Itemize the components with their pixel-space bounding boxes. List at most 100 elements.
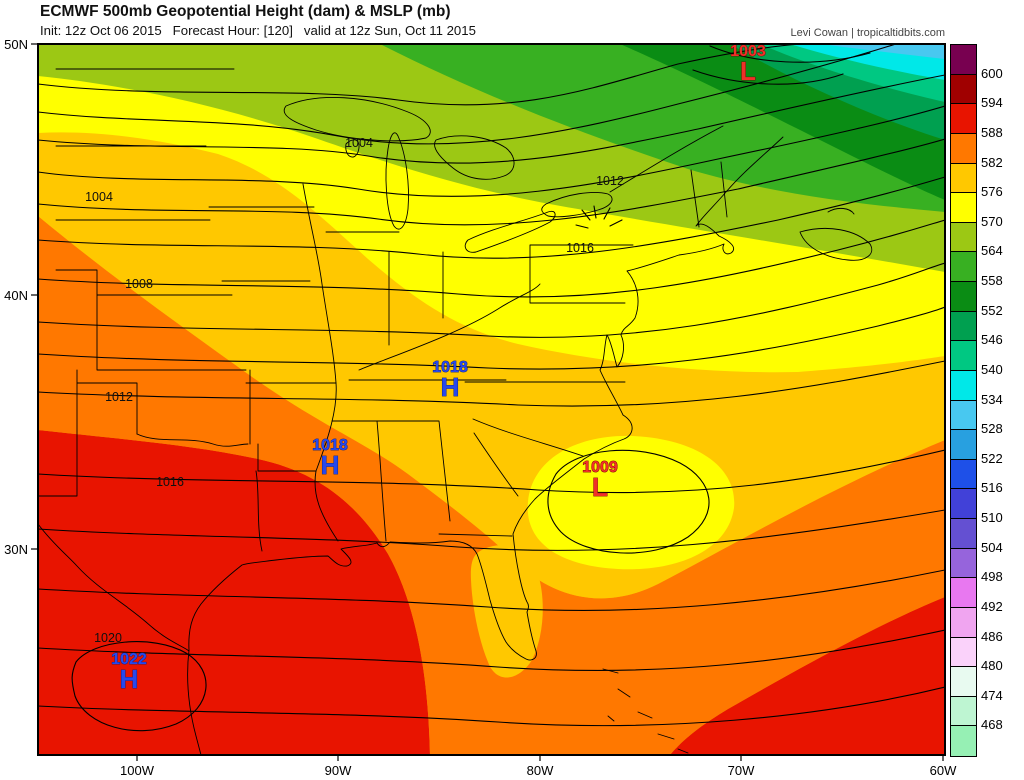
y-axis-label: 30N [4, 542, 28, 557]
midwest-state-borders [208, 206, 444, 472]
isobar [38, 74, 945, 164]
colorbar-tick-label: 570 [981, 213, 1003, 229]
height-band-528 [820, 44, 945, 59]
isobar [38, 449, 945, 494]
colorbar-block [951, 578, 976, 608]
colorbar-block [951, 430, 976, 460]
y-axis-label: 50N [4, 37, 28, 52]
x-axis-label: 70W [728, 763, 755, 778]
x-axis-label: 100W [120, 763, 155, 778]
colorbar-block [951, 667, 976, 697]
x-axis-label: 90W [325, 763, 352, 778]
colorbar-tick-label: 540 [981, 361, 1003, 377]
credit-text: Levi Cowan | tropicaltidbits.com [790, 27, 945, 39]
colorbar-block [951, 696, 976, 727]
isobar-label: 1008 [125, 277, 153, 291]
x-axis-label: 60W [930, 763, 957, 778]
isobar-loop-high-1022 [71, 641, 207, 732]
colorbar-block [951, 282, 976, 312]
colorbar-tick-label: 534 [981, 391, 1003, 407]
pressure-center-value: 1003 [730, 43, 766, 60]
colorbar-block [951, 370, 976, 401]
sabine-river-border [255, 470, 263, 552]
rio-grande-border [38, 523, 190, 652]
coastlines [187, 96, 873, 755]
colorbar-block [951, 519, 976, 549]
colorbar-tick-label: 558 [981, 273, 1003, 288]
x-axis-label: 80W [527, 763, 554, 778]
isobar [38, 686, 945, 727]
colorbar-tick-label: 474 [981, 687, 1003, 703]
pressure-center-value: 1018 [432, 359, 468, 376]
contour-burst-marks [575, 205, 623, 229]
state-borders [38, 68, 728, 652]
ohio-river [358, 283, 541, 371]
height-band-582 [38, 216, 945, 755]
isobar [38, 176, 945, 259]
carolina-borders [472, 418, 584, 497]
isobar-label: 1004 [345, 136, 373, 150]
colorbar-block [951, 548, 976, 579]
colorbar-block [951, 193, 976, 223]
pressure-center-value: 1018 [312, 437, 348, 454]
colorbar-tick-label: 492 [981, 598, 1003, 614]
mississippi-river [302, 183, 339, 542]
pressure-center-letter: H [321, 450, 340, 480]
colorbar-tick-label: 486 [981, 628, 1003, 644]
isobar [38, 569, 945, 611]
page-subtitle: Init: 12z Oct 06 2015 Forecast Hour: [12… [40, 23, 476, 38]
pressure-center-letter: L [740, 56, 756, 86]
height-fill-bands [38, 44, 945, 755]
colorbar-block [951, 311, 976, 342]
colorbar [950, 44, 977, 757]
lake-ontario [541, 192, 613, 218]
isobar [38, 629, 945, 671]
nova-scotia-coast [799, 207, 873, 261]
isobar [38, 219, 945, 298]
colorbar-tick-label: 522 [981, 450, 1003, 466]
isobar-label: 1016 [156, 475, 184, 489]
isobar [38, 105, 945, 197]
colorbar-tick-label: 480 [981, 658, 1003, 674]
pressure-center-letter: L [592, 472, 608, 502]
colorbar-block [951, 637, 976, 668]
isobar [38, 360, 945, 407]
colorbar-block [951, 104, 976, 134]
height-band-570-pocket [527, 435, 735, 570]
colorbar-block [951, 400, 976, 431]
colorbar-tick-label: 600 [981, 65, 1003, 81]
red-river-border [136, 433, 249, 447]
axes: 100W 90W 80W 70W 60W 50N 40N 30N [4, 37, 957, 778]
colorbar-tick-label: 582 [981, 154, 1003, 170]
pressure-center-letter: H [120, 664, 139, 694]
colorbar-block [951, 133, 976, 164]
colorbar-tick-label: 588 [981, 124, 1003, 140]
colorbar-tick-label: 498 [981, 569, 1003, 585]
st-lawrence-river [609, 125, 724, 193]
isobar [38, 138, 945, 226]
isobar-label: 1020 [94, 631, 122, 645]
lake-huron [434, 135, 515, 180]
bahamas-islands [602, 668, 689, 754]
northeast-state-borders [529, 161, 728, 304]
page-title: ECMWF 500mb Geopotential Height (dam) & … [40, 3, 451, 20]
isobar-label: 1012 [596, 174, 624, 188]
pressure-center-letter: H [441, 372, 460, 402]
colorbar-tick-label: 528 [981, 421, 1003, 437]
isobar-loop-low-1009 [547, 449, 710, 554]
isobar [38, 509, 945, 552]
isobar-arcs-low-1003 [692, 45, 871, 85]
isobar-label-group: 1004 1004 1008 1012 1016 1012 1016 1020 [85, 136, 624, 645]
isobars [38, 44, 945, 732]
height-band-588-west [38, 430, 430, 755]
height-band-588-southeast [670, 597, 945, 755]
colorbar-block [951, 726, 976, 756]
colorbar-tick-label: 576 [981, 184, 1003, 200]
isobar [38, 262, 945, 338]
southeast-state-borders [331, 379, 626, 542]
isobar [38, 44, 801, 106]
colorbar-block [951, 163, 976, 194]
